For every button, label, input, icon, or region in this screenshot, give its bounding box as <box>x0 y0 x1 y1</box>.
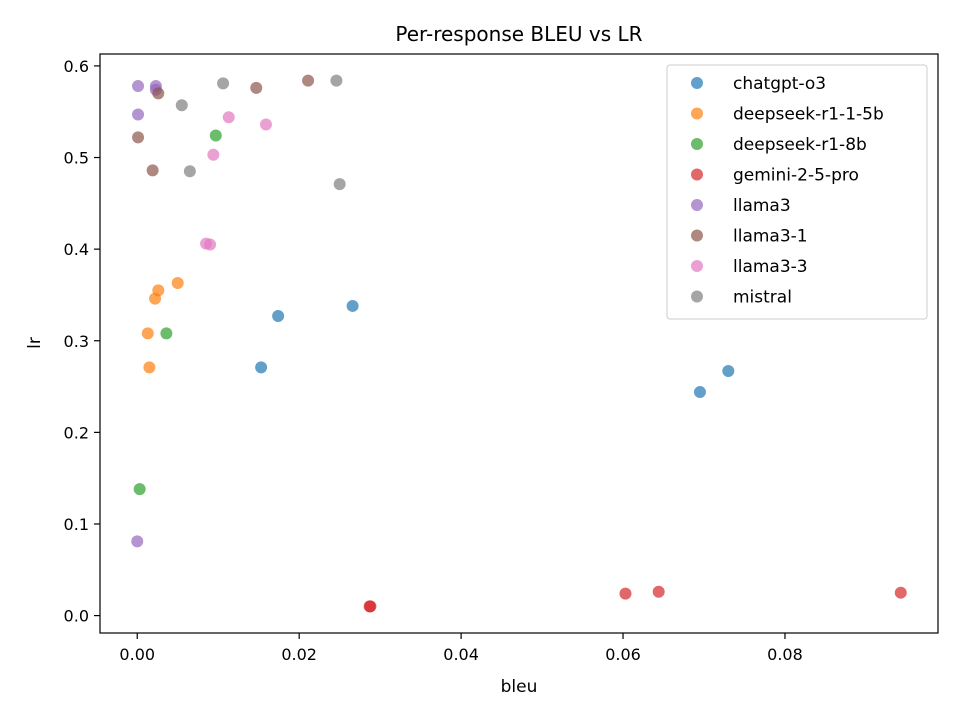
point-llama3-1-4 <box>302 74 315 87</box>
x-axis-label: bleu <box>501 677 538 697</box>
legend-label-deepseek-r1-8b: deepseek-r1-8b <box>733 135 867 155</box>
point-llama3-3 <box>132 108 145 121</box>
point-chatgpt-o3-0 <box>255 361 268 374</box>
point-gemini-2-5-pro-3 <box>652 585 665 598</box>
legend-label-mistral: mistral <box>733 288 792 308</box>
point-gemini-2-5-pro-4 <box>894 586 907 599</box>
point-chatgpt-o3-3 <box>693 386 706 399</box>
legend-marker-llama3 <box>691 199 703 211</box>
legend-marker-gemini-2-5-pro <box>691 168 703 181</box>
legend-label-llama3-1: llama3-1 <box>733 227 808 247</box>
plot-area <box>131 74 907 613</box>
x-tick-label: 0.08 <box>767 645 803 664</box>
point-mistral-3 <box>330 74 343 87</box>
point-deepseek-r1-1-5b-1 <box>143 361 156 374</box>
y-axis-label: lr <box>25 337 45 349</box>
point-mistral-2 <box>183 165 196 178</box>
chart-title: Per-response BLEU vs LR <box>395 22 642 46</box>
point-deepseek-r1-1-5b-3 <box>152 284 165 297</box>
point-deepseek-r1-1-5b-0 <box>141 327 154 340</box>
point-deepseek-r1-8b-0 <box>160 327 173 340</box>
y-tick-label: 0.6 <box>64 57 89 76</box>
legend-marker-llama3-3 <box>691 260 703 272</box>
point-llama3-3-1 <box>259 118 272 131</box>
point-llama3-1-3 <box>250 81 263 94</box>
plot-frame <box>99 53 939 634</box>
y-tick-label: 0.1 <box>64 515 89 534</box>
point-mistral-1 <box>175 99 188 112</box>
y-tick-label: 0.4 <box>64 240 89 259</box>
legend-marker-chatgpt-o3 <box>691 77 703 89</box>
x-tick-label: 0.02 <box>281 645 317 664</box>
point-mistral-0 <box>217 77 230 90</box>
point-chatgpt-o3-2 <box>346 299 359 312</box>
legend-marker-mistral <box>691 290 703 303</box>
legend-label-chatgpt-o3: chatgpt-o3 <box>733 74 826 94</box>
legend-marker-deepseek-r1-8b <box>691 138 703 150</box>
point-llama3-3-0 <box>222 111 235 124</box>
legend: chatgpt-o3 deepseek-r1-1-5b deepseek-r1-8b… <box>666 64 928 320</box>
y-tick-label: 0.0 <box>64 607 89 626</box>
y-tick-label: 0.5 <box>64 149 89 168</box>
point-llama3-3-2 <box>207 148 220 161</box>
legend-label-llama3-3: llama3-3 <box>733 257 808 277</box>
y-tick-label: 0.3 <box>64 332 89 351</box>
point-chatgpt-o3-4 <box>722 364 735 377</box>
x-tick-label: 0.00 <box>119 645 155 664</box>
point-deepseek-r1-1-5b-4 <box>171 277 184 290</box>
point-llama3-1-1 <box>132 131 145 144</box>
x-tick-label: 0.04 <box>443 645 479 664</box>
point-gemini-2-5-pro-1 <box>364 600 377 613</box>
legend-label-deepseek-r1-1-5b: deepseek-r1-1-5b <box>733 105 884 125</box>
legend-marker-llama3-1 <box>691 229 703 242</box>
legend-marker-deepseek-r1-1-5b <box>691 107 703 120</box>
point-deepseek-r1-8b-2 <box>133 483 146 496</box>
point-llama3-1-0 <box>152 87 165 100</box>
axis-ticks: 0.00 0.02 0.04 0.06 0.08 0.0 0.1 0.2 0.3 0.4 0.5 0.… <box>64 53 939 664</box>
point-llama3-0 <box>132 80 145 93</box>
point-deepseek-r1-8b-1 <box>209 129 222 142</box>
point-llama3-4 <box>131 535 144 548</box>
point-llama3-3-4 <box>204 238 217 251</box>
x-tick-label: 0.06 <box>605 645 641 664</box>
y-tick-label: 0.2 <box>64 423 89 442</box>
point-gemini-2-5-pro-2 <box>619 587 632 600</box>
point-llama3-1-2 <box>146 164 159 177</box>
legend-box <box>666 64 928 320</box>
legend-label-gemini-2-5-pro: gemini-2-5-pro <box>733 166 859 186</box>
point-chatgpt-o3-1 <box>272 310 285 323</box>
point-mistral-4 <box>333 178 346 191</box>
legend-label-llama3: llama3 <box>733 196 791 216</box>
